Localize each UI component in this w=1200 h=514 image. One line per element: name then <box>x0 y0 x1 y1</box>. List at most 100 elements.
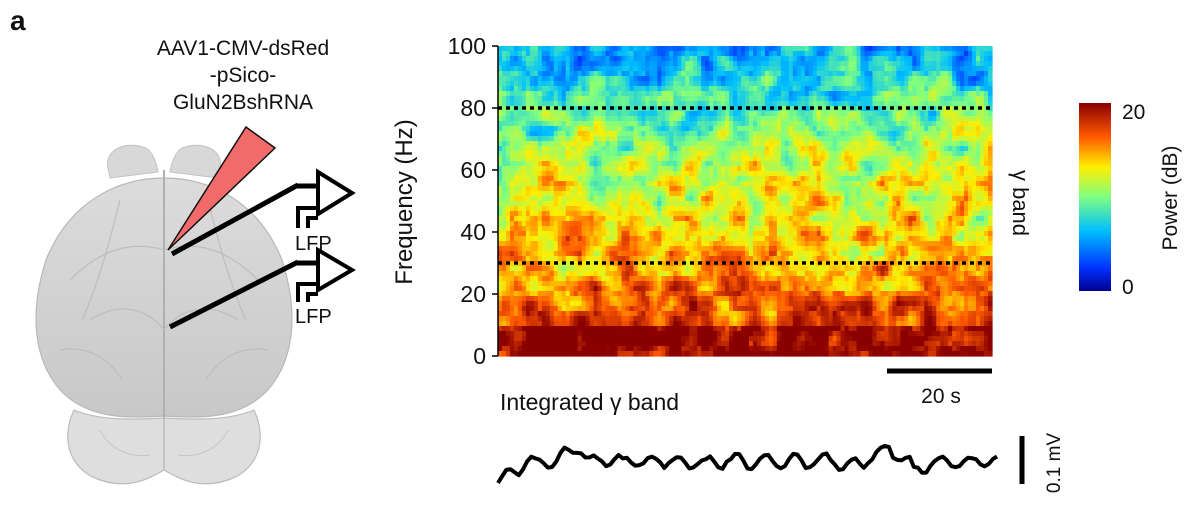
spectrogram-cell <box>661 56 666 62</box>
spectrogram-cell <box>617 196 623 202</box>
spectrogram-cell <box>557 121 563 127</box>
spectrogram-cell <box>693 71 698 77</box>
spectrogram-cell <box>637 196 643 202</box>
spectrogram-cell <box>625 176 631 182</box>
spectrogram-cell <box>681 296 686 302</box>
spectrogram-cell <box>705 336 710 342</box>
spectrogram-cell <box>693 76 698 82</box>
spectrogram-cell <box>533 331 539 337</box>
spectrogram-cell <box>673 301 678 307</box>
spectrogram-cell <box>776 246 782 252</box>
spectrogram-cell <box>573 346 579 352</box>
spectrogram-cell <box>721 251 726 257</box>
spectrogram-cell <box>804 216 810 222</box>
spectrogram-cell <box>517 301 523 307</box>
spectrogram-cell <box>657 286 662 292</box>
spectrogram-cell <box>553 131 559 137</box>
spectrogram-cell <box>804 186 810 192</box>
spectrogram-cell <box>784 226 790 232</box>
spectrogram-cell <box>677 271 682 277</box>
spectrogram-cell <box>808 186 814 192</box>
spectrogram-cell <box>517 131 523 137</box>
spectrogram-cell <box>585 181 591 187</box>
spectrogram-cell <box>498 266 503 272</box>
spectrogram-cell <box>501 81 507 87</box>
spectrogram-cell <box>669 216 674 222</box>
spectrogram-cell <box>545 281 551 287</box>
spectrogram-cell <box>549 301 555 307</box>
spectrogram-cell <box>689 161 694 167</box>
spectrogram-cell <box>529 176 535 182</box>
spectrogram-cell <box>641 296 646 302</box>
spectrogram-cell <box>752 121 758 127</box>
spectrogram-cell <box>705 311 710 317</box>
spectrogram-cell <box>816 166 822 172</box>
spectrogram-cell <box>641 236 646 242</box>
spectrogram-cell <box>689 136 694 142</box>
spectrogram-cell <box>776 201 782 207</box>
spectrogram-cell <box>772 326 778 332</box>
spectrogram-cell <box>748 276 754 282</box>
spectrogram-cell <box>533 126 539 132</box>
spectrogram-cell <box>721 171 726 177</box>
spectrogram-cell <box>792 66 798 72</box>
spectrogram-cell <box>629 126 635 132</box>
spectrogram-cell <box>597 241 603 247</box>
spectrogram-cell <box>689 336 694 342</box>
spectrogram-cell <box>657 96 662 102</box>
spectrogram-cell <box>549 346 555 352</box>
spectrogram-cell <box>788 166 794 172</box>
spectrogram-cell <box>792 86 798 92</box>
spectrogram-cell <box>768 186 774 192</box>
spectrogram-cell <box>645 71 650 77</box>
spectrogram-cell <box>745 351 750 357</box>
spectrogram-cell <box>788 211 794 217</box>
spectrogram-cell <box>498 151 503 157</box>
spectrogram-cell <box>756 246 762 252</box>
spectrogram-cell <box>561 211 567 217</box>
spectrogram-cell <box>721 306 726 312</box>
spectrogram-cell <box>573 76 579 82</box>
spectrogram-cell <box>764 121 770 127</box>
spectrogram-cell <box>661 161 666 167</box>
spectrogram-cell <box>557 336 563 342</box>
spectrogram-cell <box>748 201 754 207</box>
spectrogram-cell <box>541 271 547 277</box>
spectrogram-cell <box>529 256 535 262</box>
spectrogram-cell <box>800 151 806 157</box>
spectrogram-cell <box>657 121 662 127</box>
spectrogram-cell <box>569 256 575 262</box>
spectrogram-cell <box>760 251 766 257</box>
spectrogram-cell <box>681 176 686 182</box>
spectrogram-cell <box>737 221 742 227</box>
spectrogram-cell <box>625 56 631 62</box>
spectrogram-cell <box>597 146 603 152</box>
spectrogram-cell <box>760 91 766 97</box>
spectrogram-cell <box>537 76 543 82</box>
spectrogram-cell <box>737 276 742 282</box>
spectrogram-cell <box>760 146 766 152</box>
spectrogram-cell <box>689 61 694 67</box>
spectrogram-cell <box>541 346 547 352</box>
spectrogram-cell <box>768 181 774 187</box>
spectrogram-cell <box>729 51 734 57</box>
spectrogram-cell <box>545 181 551 187</box>
spectrogram-cell <box>529 81 535 87</box>
spectrogram-cell <box>780 256 786 262</box>
spectrogram-cell <box>792 131 798 137</box>
spectrogram-cell <box>661 136 666 142</box>
spectrogram-cell <box>741 191 746 197</box>
spectrogram-cell <box>617 271 623 277</box>
spectrogram-cell <box>713 66 718 72</box>
spectrogram-cell <box>804 96 810 102</box>
spectrogram-cell <box>689 216 694 222</box>
spectrogram-cell <box>521 291 527 297</box>
spectrogram-cell <box>581 346 587 352</box>
spectrogram-cell <box>804 321 810 327</box>
spectrogram-cell <box>605 131 611 137</box>
spectrogram-cell <box>741 221 746 227</box>
spectrogram-cell <box>741 161 746 167</box>
spectrogram-cell <box>677 276 682 282</box>
spectrogram-cell <box>800 281 806 287</box>
spectrogram-cell <box>525 201 531 207</box>
